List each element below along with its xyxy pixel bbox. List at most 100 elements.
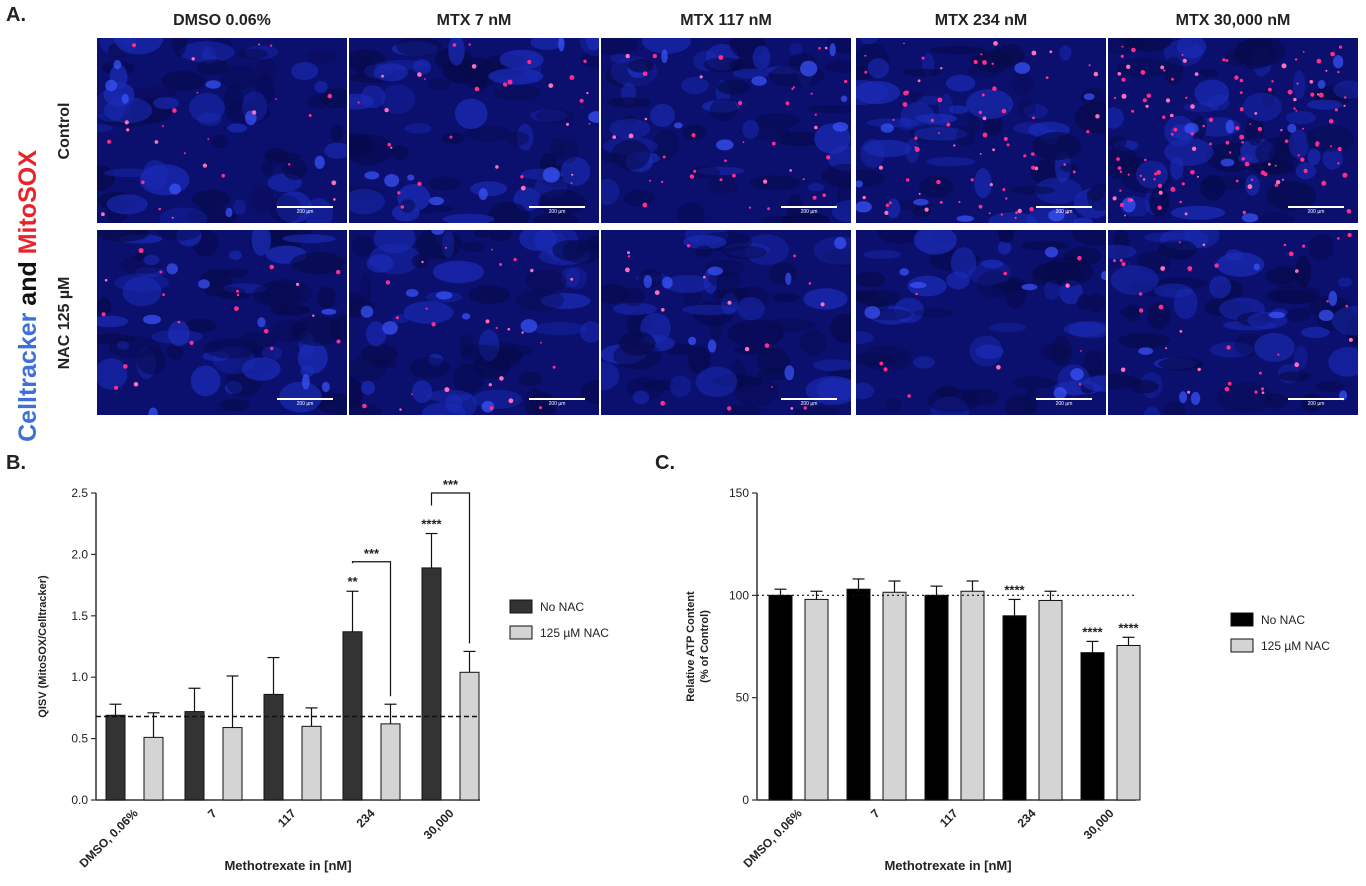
scale-bar-line — [529, 206, 585, 208]
micrograph-texture — [1108, 230, 1358, 415]
x-tick-label: 234 — [354, 806, 378, 830]
comparison-bracket — [430, 492, 471, 644]
comparison-bracket — [351, 561, 392, 697]
column-header-mtx-117: MTX 117 nM — [680, 12, 772, 29]
scale-bar: 200 µm — [277, 398, 333, 407]
legend-label-nac: 125 µM NAC — [540, 626, 609, 640]
scale-bar-label: 200 µm — [1055, 209, 1073, 215]
legend-swatch-nac — [1230, 638, 1254, 653]
micrograph-r1-c5: 200 µm — [1108, 38, 1358, 223]
bar-nac-5 — [459, 671, 480, 801]
y-tick-label: 100 — [729, 588, 749, 602]
scale-bar-line — [277, 206, 333, 208]
bar-nac-3 — [960, 590, 985, 801]
bar-nac-1 — [143, 736, 164, 801]
bar-nac-4 — [380, 723, 401, 801]
panel-a-letter: A. — [6, 4, 26, 26]
micrograph-texture — [97, 230, 347, 415]
micrograph-r1-c2: 200 µm — [349, 38, 599, 223]
scale-bar-label: 200 µm — [296, 209, 314, 215]
x-tick-label: 234 — [1015, 806, 1039, 830]
x-tick-label: 7 — [205, 806, 220, 821]
x-tick-label: DMSO, 0.06% — [740, 806, 804, 870]
micrograph-r1-c3: 200 µm — [601, 38, 851, 223]
significance-label: **** — [1004, 582, 1025, 597]
micrograph-r2-c2: 200 µm — [349, 230, 599, 415]
scale-bar: 200 µm — [1288, 206, 1344, 215]
x-tick-label: 117 — [275, 806, 299, 830]
y-tick-label: 50 — [736, 691, 750, 705]
bar-nac-4 — [1038, 599, 1063, 801]
x-tick-label: 7 — [868, 806, 883, 821]
column-header-dmso: DMSO 0.06% — [173, 12, 271, 29]
micrograph-texture — [349, 230, 599, 415]
bar-no-nac-3 — [263, 693, 284, 801]
bracket-label: *** — [364, 546, 380, 561]
bar-nac-2 — [882, 591, 907, 801]
scale-bar-label: 200 µm — [1307, 401, 1325, 407]
micrograph-r2-c1: 200 µm — [97, 230, 347, 415]
scale-bar-line — [1036, 206, 1092, 208]
significance-label: ** — [347, 574, 358, 589]
column-header-mtx-7: MTX 7 nM — [436, 12, 512, 29]
y-tick-label: 2.0 — [71, 547, 88, 561]
x-tick-label: 30,000 — [1081, 806, 1117, 842]
scale-bar-label: 200 µm — [1055, 401, 1073, 407]
y-tick-label: 0 — [742, 793, 749, 807]
micrograph-texture — [601, 230, 851, 415]
y-axis-label: QISV (MitoSOX/Celltracker) — [37, 575, 49, 718]
scale-bar: 200 µm — [1036, 398, 1092, 407]
chart-c-atp-content: 0 50 100 150 Relative ATP Content (% of Contr… — [685, 486, 1330, 873]
legend-label-no-nac: No NAC — [1261, 613, 1305, 627]
chart-b-mitosox-qisv: 0.0 0.5 1.0 1.5 2.0 2.5 QISV (MitoSOX/Celltrac… — [37, 477, 609, 873]
x-tick-label: 117 — [937, 806, 961, 830]
column-header-mtx-30000: MTX 30,000 nM — [1175, 12, 1291, 29]
micrograph-r2-c5: 200 µm — [1108, 230, 1358, 415]
legend-swatch-nac — [509, 625, 533, 640]
significance-label: **** — [1082, 624, 1103, 639]
scale-bar: 200 µm — [277, 206, 333, 215]
scale-bar-label: 200 µm — [800, 401, 818, 407]
scale-bar-line — [277, 398, 333, 400]
bar-no-nac-4 — [1002, 615, 1027, 801]
row-label-control: Control — [56, 102, 73, 160]
scale-bar: 200 µm — [529, 398, 585, 407]
panel-b-letter: B. — [6, 452, 26, 474]
legend-label-nac: 125 µM NAC — [1261, 639, 1330, 653]
scale-bar-line — [1288, 398, 1344, 400]
micrograph-r1-c1: 200 µm — [97, 38, 347, 223]
bar-no-nac-2 — [846, 588, 871, 801]
micrograph-texture — [349, 38, 599, 223]
scale-bar-label: 200 µm — [548, 401, 566, 407]
and-label: and — [14, 254, 42, 313]
bar-no-nac-3 — [924, 594, 949, 801]
micrograph-texture — [856, 38, 1106, 223]
significance-label: **** — [421, 517, 442, 532]
celltracker-label: Celltracker — [14, 312, 42, 442]
scale-bar-label: 200 µm — [296, 401, 314, 407]
legend-swatch-no-nac — [1230, 612, 1254, 627]
micrograph-texture — [601, 38, 851, 223]
bar-no-nac-5 — [421, 567, 442, 801]
scale-bar-line — [781, 206, 837, 208]
y-tick-label: 0.5 — [71, 732, 88, 746]
significance-label: **** — [1118, 620, 1139, 635]
scale-bar: 200 µm — [781, 206, 837, 215]
bar-nac-2 — [222, 727, 243, 801]
x-tick-label: DMSO, 0.06% — [76, 806, 140, 870]
row-label-nac: NAC 125 µM — [56, 276, 73, 370]
scale-bar-line — [529, 398, 585, 400]
bar-nac-5 — [1116, 644, 1141, 801]
scale-bar: 200 µm — [529, 206, 585, 215]
bar-nac-3 — [301, 725, 322, 801]
bar-no-nac-1 — [105, 714, 126, 801]
legend-swatch-no-nac — [509, 599, 533, 614]
scale-bar-label: 200 µm — [800, 209, 818, 215]
y-tick-label: 1.0 — [71, 670, 88, 684]
scale-bar-line — [1288, 206, 1344, 208]
bracket-label: *** — [443, 477, 459, 492]
micrograph-texture — [1108, 38, 1358, 223]
micrograph-r2-c3: 200 µm — [601, 230, 851, 415]
scale-bar: 200 µm — [1288, 398, 1344, 407]
micrograph-r1-c4: 200 µm — [856, 38, 1106, 223]
